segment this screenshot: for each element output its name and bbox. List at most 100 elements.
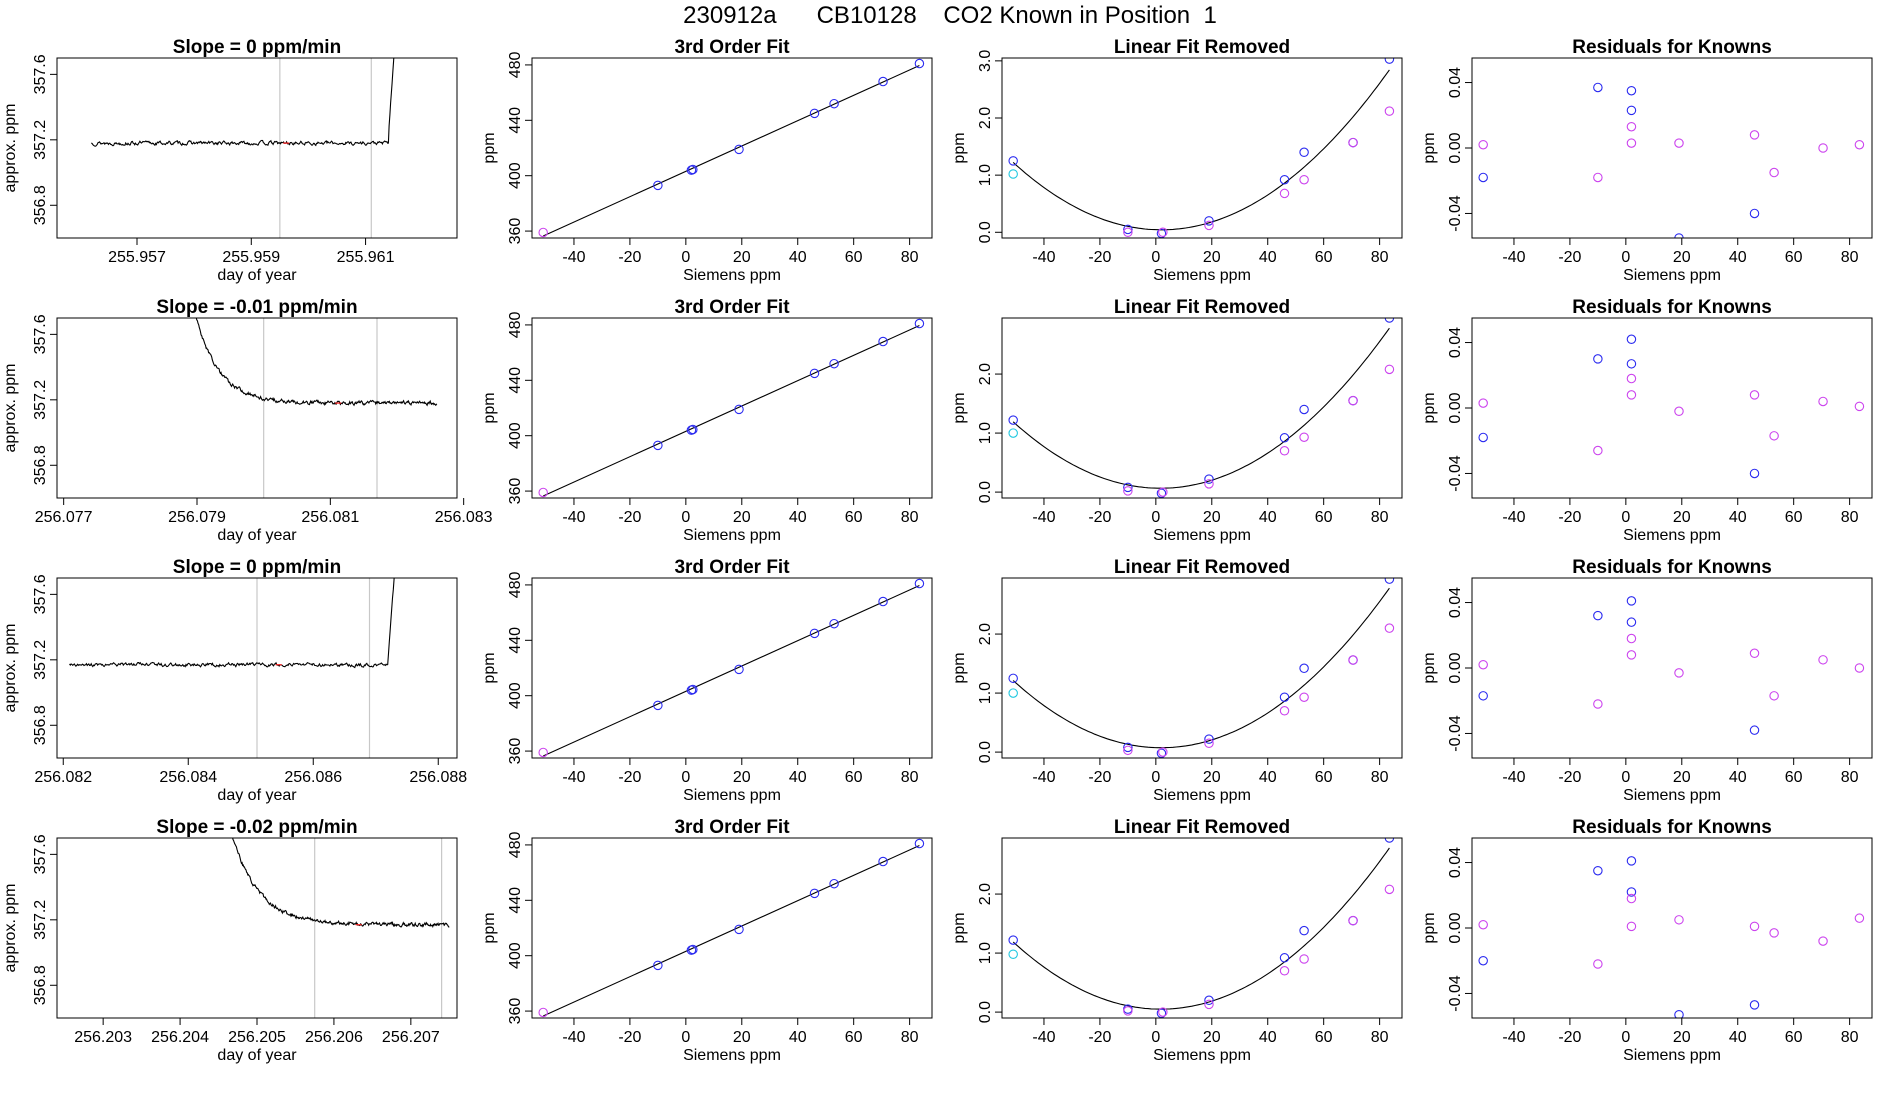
x-tick-label: 0 bbox=[681, 509, 690, 526]
x-tick-label: 60 bbox=[845, 509, 863, 526]
data-point bbox=[1384, 318, 1395, 323]
panel-16: Residuals for Knowns -40 -20 0 20 40 60 80 -0.04… bbox=[1421, 817, 1873, 1064]
x-tick-label: 60 bbox=[1785, 1029, 1803, 1046]
data-point bbox=[1818, 143, 1828, 153]
x-tick-label: 256.203 bbox=[74, 1029, 132, 1046]
x-tick-label: 256.205 bbox=[228, 1029, 286, 1046]
panel-10: 3rd Order Fit -40 -20 0 20 40 60 80 360 400 440 480… bbox=[481, 557, 933, 804]
y-tick-label: 0.0 bbox=[977, 1001, 994, 1023]
plot-area bbox=[538, 318, 925, 498]
data-point bbox=[878, 336, 888, 347]
y-tick-label: 0.04 bbox=[1447, 587, 1464, 618]
y-axis-label: approx. ppm bbox=[2, 364, 19, 453]
data-point bbox=[1626, 359, 1637, 369]
data-point bbox=[1299, 663, 1309, 674]
data-point bbox=[653, 700, 663, 711]
plot-area bbox=[1478, 82, 1865, 238]
chart-title: Residuals for Knowns bbox=[1572, 37, 1772, 58]
x-tick-label: 255.961 bbox=[337, 249, 395, 266]
y-tick-label: 480 bbox=[507, 51, 524, 78]
x-tick-label: -40 bbox=[1502, 509, 1525, 526]
x-tick-label: 256.079 bbox=[168, 509, 226, 526]
x-tick-label: 20 bbox=[1203, 769, 1221, 786]
data-point bbox=[1626, 633, 1637, 644]
data-point bbox=[1478, 398, 1488, 408]
y-axis-label: ppm bbox=[481, 652, 498, 683]
data-point bbox=[1626, 650, 1637, 660]
x-tick-label: -20 bbox=[1558, 769, 1581, 786]
data-point bbox=[1158, 487, 1168, 497]
data-point bbox=[1626, 617, 1637, 627]
data-point bbox=[1478, 139, 1488, 150]
y-axis-label: approx. ppm bbox=[2, 884, 19, 973]
data-point bbox=[688, 424, 698, 435]
plot-frame bbox=[1471, 577, 1873, 759]
plot-frame bbox=[1471, 57, 1873, 239]
plot-area bbox=[538, 58, 925, 238]
data-point bbox=[1008, 415, 1018, 425]
y-tick-label: 357.6 bbox=[32, 314, 49, 354]
y-tick-label: -0.04 bbox=[1447, 975, 1464, 1012]
plot-frame bbox=[1471, 837, 1873, 1019]
x-tick-label: 60 bbox=[1785, 249, 1803, 266]
y-tick-label: 357.6 bbox=[32, 54, 49, 94]
plot-area bbox=[1008, 318, 1395, 498]
data-point bbox=[1749, 208, 1760, 219]
data-point bbox=[1156, 1008, 1167, 1018]
data-point bbox=[688, 164, 698, 175]
x-tick-label: 256.207 bbox=[382, 1029, 440, 1046]
y-tick-label: 0.04 bbox=[1447, 327, 1464, 358]
x-tick-label: -20 bbox=[1088, 509, 1111, 526]
x-axis-label: Siemens ppm bbox=[683, 787, 781, 804]
data-point bbox=[1478, 172, 1488, 183]
data-point bbox=[809, 108, 820, 119]
data-point bbox=[538, 227, 548, 238]
x-axis-label: Siemens ppm bbox=[1153, 267, 1251, 284]
x-tick-label: 60 bbox=[1315, 509, 1333, 526]
y-tick-label: 360 bbox=[507, 218, 524, 245]
x-tick-label: 40 bbox=[1729, 1029, 1747, 1046]
y-tick-label: 1.0 bbox=[977, 422, 994, 444]
data-point bbox=[538, 487, 548, 498]
x-tick-label: -20 bbox=[1558, 249, 1581, 266]
chart-title: Residuals for Knowns bbox=[1572, 297, 1772, 318]
y-tick-label: 0.0 bbox=[977, 481, 994, 503]
data-point bbox=[1008, 156, 1018, 166]
x-tick-label: 256.081 bbox=[301, 509, 359, 526]
y-tick-label: 357.2 bbox=[32, 120, 49, 160]
data-point bbox=[1279, 692, 1290, 702]
y-tick-label: -0.04 bbox=[1447, 455, 1464, 492]
x-tick-label: -40 bbox=[562, 249, 585, 266]
data-point bbox=[1299, 925, 1309, 936]
x-tick-label: 256.084 bbox=[159, 769, 217, 786]
x-tick-label: 80 bbox=[901, 769, 919, 786]
data-point bbox=[1626, 105, 1637, 116]
y-tick-label: 400 bbox=[507, 162, 524, 189]
y-tick-label: 0.00 bbox=[1447, 392, 1464, 423]
x-tick-label: 20 bbox=[1203, 1029, 1221, 1046]
chart-title: Slope = 0 ppm/min bbox=[173, 557, 341, 578]
data-point bbox=[1478, 691, 1488, 701]
y-tick-label: 360 bbox=[507, 738, 524, 765]
data-point bbox=[878, 76, 888, 87]
data-point bbox=[1384, 106, 1395, 116]
y-tick-label: -0.04 bbox=[1447, 715, 1464, 752]
data-point bbox=[734, 144, 744, 155]
panel-2: 3rd Order Fit -40 -20 0 20 40 60 80 360 400 440 480… bbox=[481, 37, 933, 284]
fit-curve bbox=[1012, 847, 1390, 1010]
y-tick-label: 0.0 bbox=[977, 221, 994, 243]
chart-title: Linear Fit Removed bbox=[1114, 37, 1290, 58]
x-tick-label: 20 bbox=[1673, 249, 1691, 266]
y-axis-label: ppm bbox=[951, 132, 968, 163]
x-tick-label: 80 bbox=[1841, 1029, 1859, 1046]
x-axis-label: Siemens ppm bbox=[1153, 1047, 1251, 1064]
data-point bbox=[829, 358, 839, 369]
x-tick-label: 0 bbox=[1621, 769, 1630, 786]
x-tick-label: 20 bbox=[1673, 1029, 1691, 1046]
y-tick-label: 360 bbox=[507, 478, 524, 505]
chart-title: 3rd Order Fit bbox=[674, 297, 790, 318]
x-tick-label: 0 bbox=[1151, 769, 1160, 786]
data-point bbox=[1626, 921, 1637, 932]
panel-13: Slope = -0.02 ppm/min 256.203 256.204 256.2… bbox=[2, 817, 458, 1064]
